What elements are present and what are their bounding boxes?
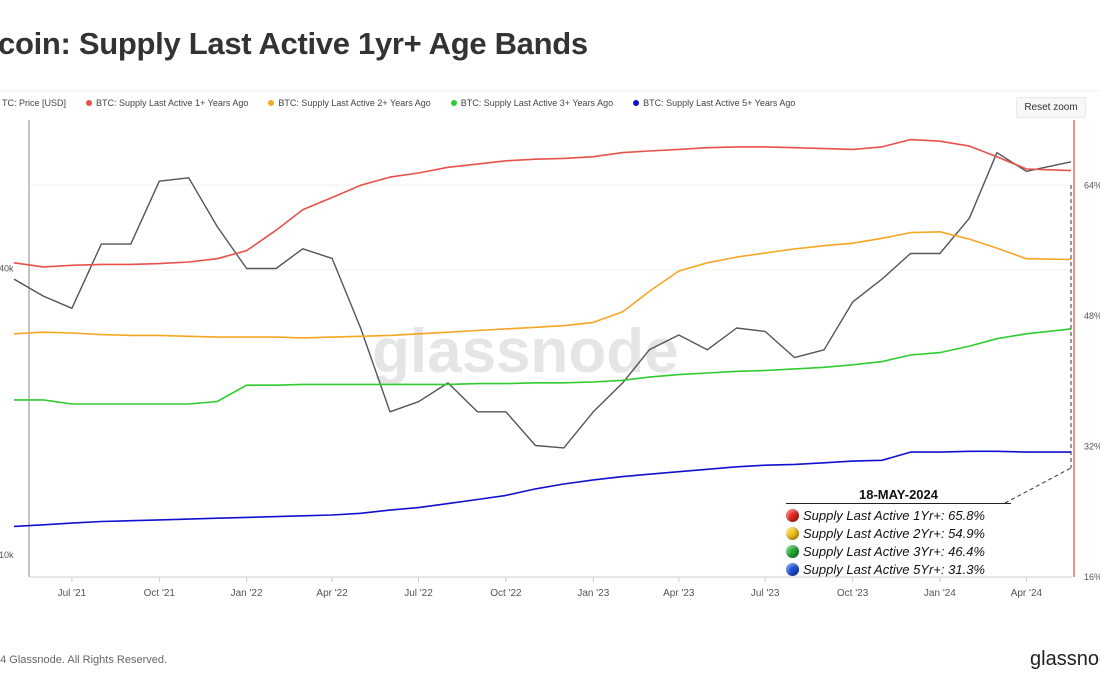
x-tick-label: Jul '21 [58,588,87,599]
series-layer [13,138,1072,528]
series-line-4[interactable] [13,450,1071,528]
y-right-tick-label: 48% [1084,311,1100,321]
legend-label: BTC: Supply Last Active 1+ Years Ago [96,98,249,108]
legend-label: BTC: Supply Last Active 5+ Years Ago [643,98,796,108]
brand-logo: glassnode [1030,648,1100,670]
x-tick-label: Apr '23 [663,588,695,599]
y-right-tick-label: 32% [1084,441,1100,451]
copyright-text: 24 Glassnode. All Rights Reserved. [0,654,168,666]
legend-item-1yr[interactable]: BTC: Supply Last Active 1+ Years Ago [86,98,248,108]
series-line-2[interactable] [13,231,1072,339]
x-tick-label: Jul '22 [404,588,433,599]
legend-dot-icon [450,100,457,106]
annotation-label: Supply Last Active 5Yr+: 31.3% [803,561,985,577]
legend-label: BTC: Supply Last Active 2+ Years Ago [278,98,431,108]
annotation-label: Supply Last Active 1Yr+: 65.8% [803,507,985,523]
annotation-row-1yr: Supply Last Active 1Yr+: 65.8% [786,506,1016,524]
legend-label: TC: Price [USD] [2,98,67,108]
x-tick-label: Jan '24 [924,588,956,599]
x-tick-label: Oct '21 [144,588,176,599]
red-circle-icon [786,508,799,522]
tick-layer: Jul '21 Oct '21 Jan '22 Apr '22 Jul '22 Oct '… [0,180,1100,599]
blue-circle-icon [786,562,799,576]
legend-dot-icon [633,100,640,106]
annotation-label: Supply Last Active 3Yr+: 46.4% [803,543,985,559]
y-left-tick-label: $40k [0,264,14,274]
legend-dot-icon [268,100,275,106]
annotation-row-5yr: Supply Last Active 5Yr+: 31.3% [786,560,1016,578]
reset-zoom-button[interactable]: Reset zoom [1016,97,1086,118]
x-tick-label: Jan '23 [577,588,609,599]
chart-legend: TC: Price [USD] BTC: Supply Last Active … [0,98,795,108]
series-line-0[interactable] [13,152,1072,449]
y-right-tick-label: 64% [1084,180,1100,190]
series-line-1[interactable] [13,138,1072,268]
chart-title: tcoin: Supply Last Active 1yr+ Age Bands [0,26,588,61]
x-tick-label: Oct '22 [490,588,522,599]
annotation-box: 18-MAY-2024 Supply Last Active 1Yr+: 65.… [786,487,1016,578]
y-right-tick-label: 16% [1084,572,1100,582]
x-tick-label: Apr '22 [316,588,348,599]
annotation-row-3yr: Supply Last Active 3Yr+: 46.4% [786,542,1016,560]
legend-dot-icon [86,100,93,106]
x-tick-label: Apr '24 [1011,588,1043,599]
annotation-date: 18-MAY-2024 [786,487,1011,504]
series-line-3[interactable] [14,328,1072,405]
y-left-tick-label: $10k [0,550,14,560]
annotation-row-2yr: Supply Last Active 2Yr+: 54.9% [786,524,1016,542]
x-tick-label: Jan '22 [231,588,263,599]
legend-label: BTC: Supply Last Active 3+ Years Ago [460,98,614,108]
annotation-leader-line [1004,467,1072,504]
legend-item-price[interactable]: TC: Price [USD] [0,98,66,108]
x-tick-label: Oct '23 [837,588,869,599]
legend-item-2yr[interactable]: BTC: Supply Last Active 2+ Years Ago [268,98,431,108]
yellow-circle-icon [786,526,799,540]
legend-item-3yr[interactable]: BTC: Supply Last Active 3+ Years Ago [450,98,614,108]
green-circle-icon [786,544,799,558]
x-tick-label: Jul '23 [751,588,780,599]
annotation-label: Supply Last Active 2Yr+: 54.9% [803,525,985,541]
legend-item-5yr[interactable]: BTC: Supply Last Active 5+ Years Ago [633,98,795,108]
